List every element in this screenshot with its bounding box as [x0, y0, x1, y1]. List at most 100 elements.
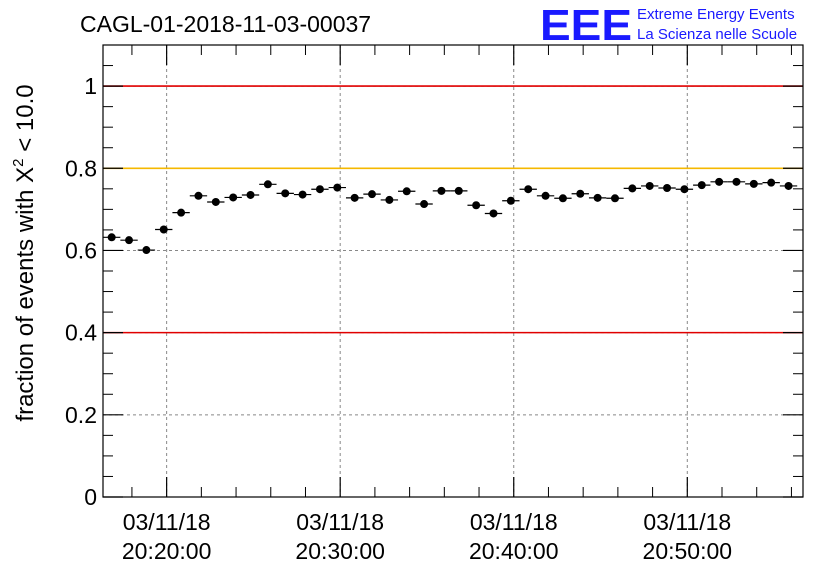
point-marker: [368, 190, 377, 199]
data-point: [450, 186, 468, 195]
x-tick-time: 20:40:00: [469, 538, 559, 564]
point-marker: [315, 185, 324, 194]
axis-ticks: [103, 44, 803, 498]
point-marker: [159, 225, 168, 234]
data-point: [311, 185, 329, 194]
data-point: [658, 183, 676, 192]
data-point: [623, 184, 642, 193]
data-point: [536, 191, 555, 200]
data-point: [363, 190, 381, 199]
point-marker: [246, 190, 255, 199]
eee-logo-line1: Extreme Energy Events: [637, 6, 795, 23]
point-marker: [333, 183, 342, 192]
data-point: [588, 193, 607, 202]
point-marker: [211, 197, 220, 206]
data-point: [502, 196, 520, 205]
point-marker: [489, 209, 498, 218]
data-point: [554, 194, 572, 203]
y-axis-label: fraction of events with Χ2 < 10.0: [10, 84, 39, 421]
data-point: [380, 195, 399, 204]
data-point: [398, 187, 416, 196]
point-marker: [506, 196, 515, 205]
data-point: [727, 177, 746, 186]
grid-lines: [103, 45, 803, 497]
data-point: [606, 194, 624, 203]
x-tick-labels: 03/11/18 20:20:00 03/11/18 20:30:00 03/11/18…: [122, 509, 732, 564]
y-tick-labels: 0 0.2 0.4 0.6 0.8 1: [65, 73, 97, 510]
point-marker: [749, 179, 758, 188]
x-tick-date: 03/11/18: [643, 509, 731, 535]
x-tick-date: 03/11/18: [123, 509, 211, 535]
point-marker: [437, 186, 446, 195]
point-marker: [541, 191, 550, 200]
data-point: [120, 236, 138, 245]
y-axis-label-sup: 2: [10, 158, 27, 166]
y-tick-label: 0.6: [65, 237, 97, 263]
data-point: [293, 190, 312, 199]
point-marker: [663, 183, 672, 192]
data-point: [693, 181, 711, 190]
data-point: [415, 200, 433, 209]
point-marker: [576, 189, 585, 198]
data-point: [641, 181, 659, 190]
eee-logo: EEE Extreme Energy Events La Scienza nel…: [540, 1, 797, 50]
x-tick-date: 03/11/18: [296, 509, 384, 535]
data-point: [467, 201, 485, 210]
point-marker: [454, 186, 463, 195]
point-marker: [628, 184, 637, 193]
x-tick-time: 20:50:00: [643, 538, 733, 564]
data-points: [103, 177, 798, 255]
point-marker: [125, 236, 134, 245]
point-marker: [281, 189, 290, 198]
point-marker: [697, 181, 706, 190]
point-marker: [229, 193, 238, 202]
y-axis-label-prefix: fraction of events with: [12, 183, 39, 422]
point-marker: [610, 194, 619, 203]
point-marker: [680, 185, 689, 194]
point-marker: [194, 191, 203, 200]
data-point: [484, 209, 503, 218]
data-point: [189, 191, 208, 200]
point-marker: [107, 233, 116, 242]
reference-lines: [103, 85, 803, 334]
plot-frame: [102, 44, 804, 498]
data-point: [172, 208, 190, 217]
data-point: [241, 190, 260, 199]
point-marker: [732, 177, 741, 186]
data-point: [519, 185, 537, 194]
data-point: [276, 189, 294, 198]
eee-logo-line2: La Scienza nelle Scuole: [637, 26, 797, 43]
point-marker: [593, 193, 602, 202]
data-point: [259, 180, 277, 189]
point-marker: [263, 180, 272, 189]
point-marker: [385, 195, 394, 204]
y-tick-label: 1: [84, 73, 97, 99]
y-axis-label-symbol: Χ: [12, 167, 39, 183]
y-tick-label: 0.4: [65, 320, 97, 346]
data-point: [103, 233, 121, 242]
chart-title: CAGL-01-2018-11-03-00037: [80, 11, 371, 37]
point-marker: [524, 185, 533, 194]
data-point: [345, 193, 364, 202]
point-marker: [645, 181, 654, 190]
x-tick-date: 03/11/18: [470, 509, 558, 535]
point-marker: [177, 208, 186, 217]
data-point: [432, 186, 451, 195]
point-marker: [402, 187, 411, 196]
point-marker: [784, 181, 793, 190]
data-point: [571, 189, 589, 198]
point-marker: [715, 177, 724, 186]
data-point: [207, 197, 225, 206]
point-marker: [350, 193, 359, 202]
point-marker: [298, 190, 307, 199]
data-point: [155, 225, 173, 234]
data-point: [224, 193, 242, 202]
point-marker: [420, 200, 429, 209]
data-point: [137, 246, 156, 255]
point-marker: [472, 201, 481, 210]
data-point: [762, 178, 780, 187]
data-point: [675, 185, 694, 194]
point-marker: [558, 194, 567, 203]
data-point: [745, 179, 763, 188]
